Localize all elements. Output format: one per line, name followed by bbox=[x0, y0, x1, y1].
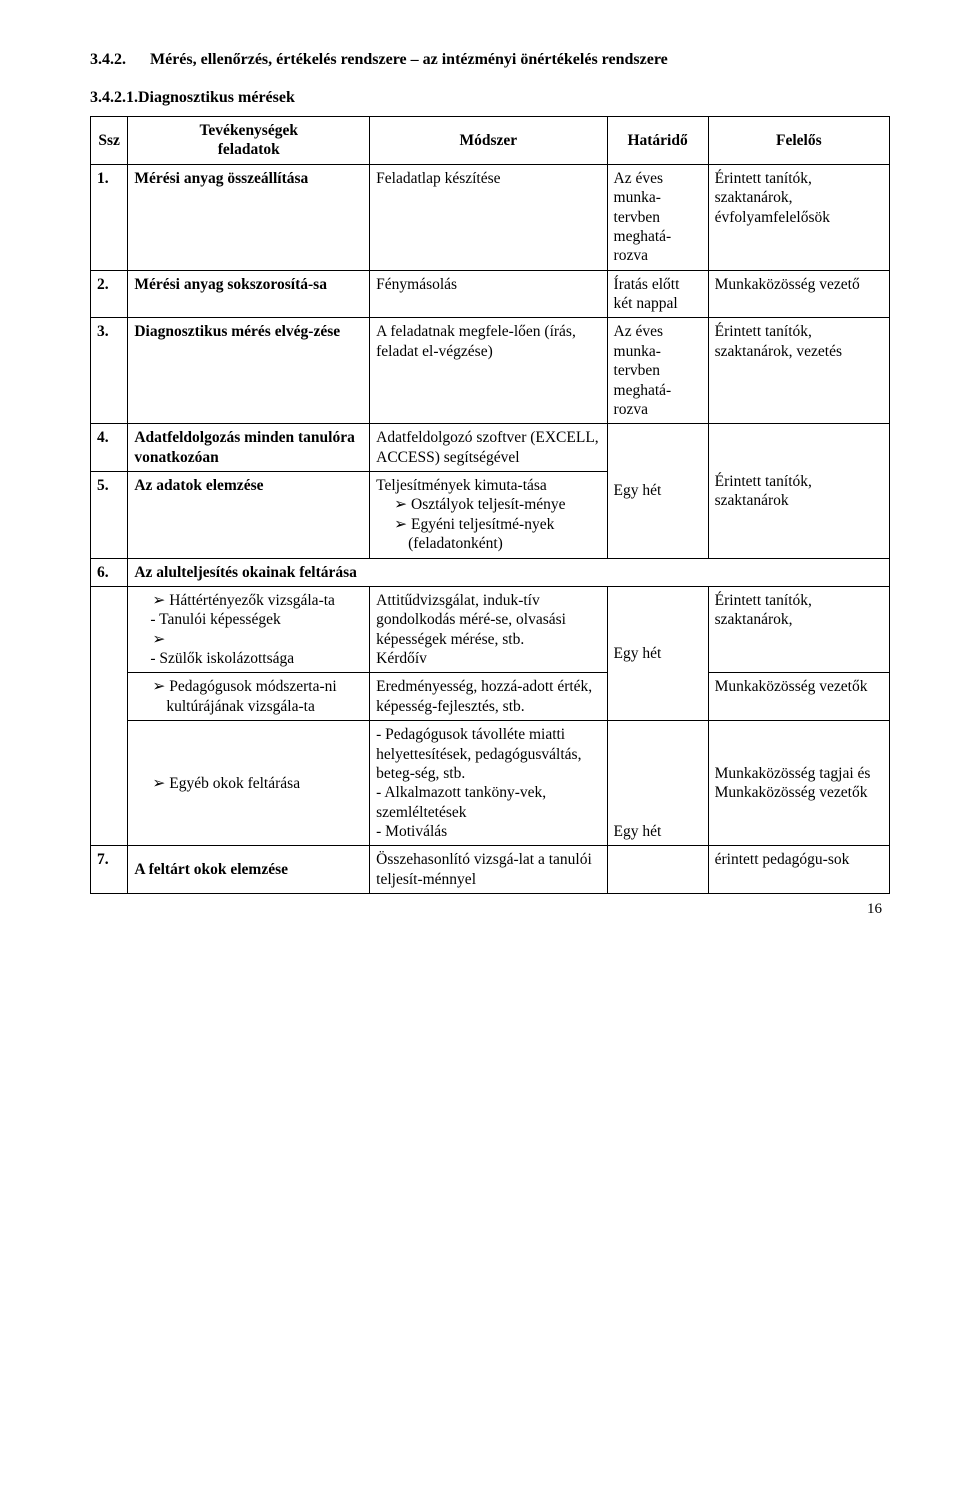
row-number: 2. bbox=[91, 270, 128, 318]
r6c-tev: Egyéb okok feltárása bbox=[166, 774, 363, 793]
cell-felelos: Érintett tanítók, szaktanárok, bbox=[708, 586, 889, 673]
r5-modszer-lead: Teljesítmények kimuta-tása bbox=[376, 477, 547, 494]
cell-felelos: Munkaközösség tagjai és Munkaközösség ve… bbox=[708, 721, 889, 846]
measurements-table: Ssz Tevékenységek feladatok Módszer Hatá… bbox=[90, 116, 890, 894]
table-row: 4. Adatfeldolgozás minden tanulóra vonat… bbox=[91, 424, 890, 472]
heading-number: 3.4.2. bbox=[90, 50, 146, 70]
cell-felelos: Munkaközösség vezetők bbox=[708, 673, 889, 721]
cell-tev-text: Diagnosztikus mérés elvég-zése bbox=[134, 323, 340, 340]
table-row: 7. A feltárt okok elemzése Összehasonlít… bbox=[91, 846, 890, 894]
cell-modszer: Adatfeldolgozó szoftver (EXCELL, ACCESS)… bbox=[370, 424, 607, 472]
col-ssz-header: Ssz bbox=[91, 117, 128, 165]
cell-hatarido: Az éves munka-tervben meghatá-rozva bbox=[607, 318, 708, 424]
col-hatarido-header: Határidő bbox=[607, 117, 708, 165]
cell-tev: Pedagógusok módszerta-ni kultúrájának vi… bbox=[128, 673, 370, 721]
cell-modszer: Fénymásolás bbox=[370, 270, 607, 318]
col-modszer-header: Módszer bbox=[370, 117, 607, 165]
r6b-tev: Pedagógusok módszerta-ni kultúrájának vi… bbox=[166, 677, 363, 716]
r6a-b1: Háttértényezők vizsgála-ta bbox=[166, 591, 363, 610]
cell-modszer: Összehasonlító vizsgá-lat a tanulói telj… bbox=[370, 846, 607, 894]
cell-modszer: - Pedagógusok távolléte miatti helyettes… bbox=[370, 721, 607, 846]
cell-tev-text: Mérési anyag összeállítása bbox=[134, 170, 308, 187]
cell-hatarido: Íratás előtt két nappal bbox=[607, 270, 708, 318]
row-number: 1. bbox=[91, 164, 128, 270]
table-row: Pedagógusok módszerta-ni kultúrájának vi… bbox=[91, 673, 890, 721]
cell-tev: A feltárt okok elemzése bbox=[128, 846, 370, 894]
col-felelos-header: Felelős bbox=[708, 117, 889, 165]
row-number: 3. bbox=[91, 318, 128, 424]
tev-header-line1: Tevékenységek bbox=[134, 121, 363, 140]
table-row: 3. Diagnosztikus mérés elvég-zése A fela… bbox=[91, 318, 890, 424]
row-number: 5. bbox=[91, 472, 128, 559]
tev-header-line2: feladatok bbox=[134, 140, 363, 159]
r6-title: Az alulteljesítés okainak feltárása bbox=[128, 558, 890, 586]
table-row: 2. Mérési anyag sokszorosítá-sa Fénymáso… bbox=[91, 270, 890, 318]
cell-modszer: Attitűdvizsgálat, induk-tív gondolkodás … bbox=[370, 586, 607, 673]
cell-tev-text: Az adatok elemzése bbox=[134, 477, 263, 494]
cell-tev: Az adatok elemzése bbox=[128, 472, 370, 559]
r6a-sub1: - Tanulói képességek bbox=[134, 610, 363, 629]
heading-text: Mérés, ellenőrzés, értékelés rendszere –… bbox=[150, 51, 668, 68]
cell-hatarido: Az éves munka-tervben meghatá-rozva bbox=[607, 164, 708, 270]
r5-modszer-b2: Egyéni teljesítmé-nyek (feladatonként) bbox=[408, 515, 600, 554]
table-row: 1. Mérési anyag összeállítása Feladatlap… bbox=[91, 164, 890, 270]
cell-hatarido: Egy hét bbox=[607, 424, 708, 558]
cell-modszer: Teljesítmények kimuta-tása Osztályok tel… bbox=[370, 472, 607, 559]
section-heading: 3.4.2. Mérés, ellenőrzés, értékelés rend… bbox=[90, 50, 890, 70]
cell-modszer: A feladatnak megfele-lően (írás, feladat… bbox=[370, 318, 607, 424]
cell-felelos: érintett pedagógu-sok bbox=[708, 846, 889, 894]
cell-tev: Adatfeldolgozás minden tanulóra vonatkoz… bbox=[128, 424, 370, 472]
row-number: 4. bbox=[91, 424, 128, 472]
cell-tev: Mérési anyag összeállítása bbox=[128, 164, 370, 270]
cell-hatarido: Egy hét bbox=[607, 721, 708, 846]
cell-tev-text: Adatfeldolgozás minden tanulóra vonatkoz… bbox=[134, 429, 354, 465]
subsection-heading: 3.4.2.1.Diagnosztikus mérések bbox=[90, 88, 890, 108]
table-header-row: Ssz Tevékenységek feladatok Módszer Hatá… bbox=[91, 117, 890, 165]
table-row: Egyéb okok feltárása - Pedagógusok távol… bbox=[91, 721, 890, 846]
row-number: 7. bbox=[91, 846, 128, 894]
cell-tev: Egyéb okok feltárása bbox=[128, 721, 370, 846]
cell-felelos: Érintett tanítók, szaktanárok bbox=[708, 424, 889, 558]
cell-modszer: Feladatlap készítése bbox=[370, 164, 607, 270]
cell-felelos: Érintett tanítók, szaktanárok, évfolyamf… bbox=[708, 164, 889, 270]
r6a-arrow-empty bbox=[166, 630, 363, 649]
r5-modszer-b1: Osztályok teljesít-ménye bbox=[408, 495, 600, 514]
col-tev-header: Tevékenységek feladatok bbox=[128, 117, 370, 165]
cell-felelos: Érintett tanítók, szaktanárok, vezetés bbox=[708, 318, 889, 424]
row-number-empty bbox=[91, 586, 128, 846]
page-number: 16 bbox=[90, 900, 890, 919]
cell-hatarido: Egy hét bbox=[607, 586, 708, 720]
cell-tev-text: A feltárt okok elemzése bbox=[134, 861, 288, 878]
r6a-sub2: - Szülők iskolázottsága bbox=[134, 649, 363, 668]
table-row: 6. Az alulteljesítés okainak feltárása bbox=[91, 558, 890, 586]
cell-tev: Háttértényezők vizsgála-ta - Tanulói kép… bbox=[128, 586, 370, 673]
row-number: 6. bbox=[91, 558, 128, 586]
cell-tev-text: Mérési anyag sokszorosítá-sa bbox=[134, 276, 327, 293]
cell-modszer: Eredményesség, hozzá-adott érték, képess… bbox=[370, 673, 607, 721]
table-row: Háttértényezők vizsgála-ta - Tanulói kép… bbox=[91, 586, 890, 673]
cell-hatarido bbox=[607, 846, 708, 894]
cell-tev: Diagnosztikus mérés elvég-zése bbox=[128, 318, 370, 424]
cell-tev: Mérési anyag sokszorosítá-sa bbox=[128, 270, 370, 318]
cell-felelos: Munkaközösség vezető bbox=[708, 270, 889, 318]
